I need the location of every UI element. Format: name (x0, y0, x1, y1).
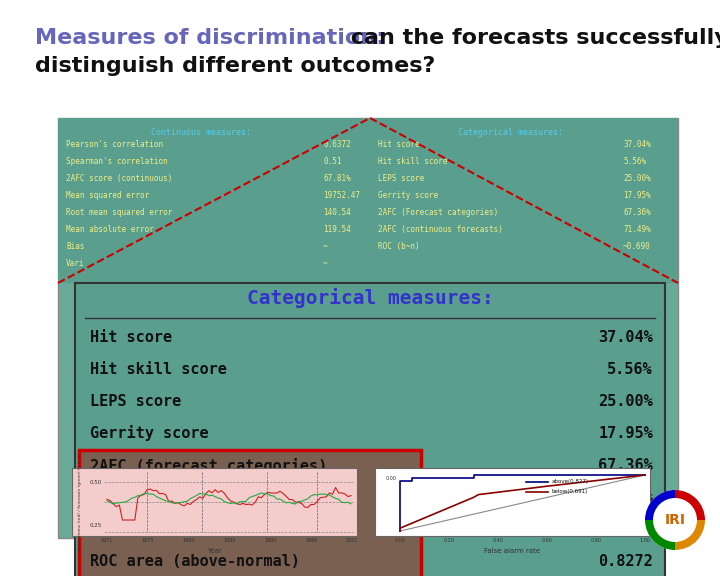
Text: Year: Year (207, 548, 222, 554)
Text: 0.20: 0.20 (444, 538, 454, 543)
Text: LEPS score: LEPS score (90, 394, 181, 409)
Wedge shape (675, 490, 705, 520)
Text: Gerrity score: Gerrity score (378, 191, 438, 200)
Text: 1985: 1985 (223, 538, 235, 543)
Text: 1990: 1990 (264, 538, 276, 543)
Text: 0.50: 0.50 (90, 480, 102, 485)
Bar (79, 449, 421, 576)
Text: ROC (b~n): ROC (b~n) (378, 242, 420, 251)
Text: 1.00: 1.00 (639, 538, 650, 543)
Text: Mean absolute error: Mean absolute error (66, 225, 154, 234)
Text: Vari: Vari (66, 259, 84, 268)
Text: 17.95%: 17.95% (598, 426, 653, 441)
Text: 17.95%: 17.95% (623, 191, 651, 200)
Text: Continuous measures:: Continuous measures: (150, 128, 251, 137)
Text: ROC area (above-normal): ROC area (above-normal) (90, 555, 300, 570)
Text: 0.8272: 0.8272 (598, 555, 653, 570)
Text: Gerrity score: Gerrity score (90, 426, 209, 441)
Text: 2AFC (continuous forecasts): 2AFC (continuous forecasts) (90, 490, 336, 505)
Text: 140.54: 140.54 (323, 208, 351, 217)
Text: Spearman's correlation: Spearman's correlation (66, 157, 168, 166)
Text: Categorical measures:: Categorical measures: (458, 128, 563, 137)
Bar (58, 118, 678, 283)
Text: 0.25: 0.25 (90, 523, 102, 528)
Text: Hit score: Hit score (90, 329, 172, 344)
Text: Pearson's correlation: Pearson's correlation (66, 140, 163, 149)
Text: 19752.47: 19752.47 (323, 191, 360, 200)
Text: IRI: IRI (665, 513, 685, 527)
Text: 5.56%: 5.56% (608, 362, 653, 377)
Text: 67.36%: 67.36% (598, 458, 653, 473)
Text: 119.54: 119.54 (323, 225, 351, 234)
Text: ~: ~ (323, 242, 328, 251)
Text: 0.51: 0.51 (323, 157, 341, 166)
Text: 1975: 1975 (142, 538, 154, 543)
Text: Hit skill score: Hit skill score (90, 362, 227, 377)
Bar (72, 468, 357, 536)
Bar (58, 118, 678, 538)
Text: Hit skill score: Hit skill score (378, 157, 447, 166)
Circle shape (645, 490, 705, 550)
Text: 0.00: 0.00 (386, 476, 397, 481)
Text: Root mean squared error: Root mean squared error (66, 208, 172, 217)
Text: 2AFC score (continuous): 2AFC score (continuous) (66, 174, 172, 183)
Text: Measures of discrimination:: Measures of discrimination: (35, 28, 385, 48)
Text: can the forecasts successfully: can the forecasts successfully (343, 28, 720, 48)
Text: 67.81%: 67.81% (323, 174, 351, 183)
Text: 0.6372: 0.6372 (323, 140, 351, 149)
Text: below(0.691): below(0.691) (552, 490, 588, 495)
Text: 5.56%: 5.56% (623, 157, 646, 166)
Text: 1971: 1971 (101, 538, 113, 543)
Text: observations (red) / forecasts (green) (1 to 1): observations (red) / forecasts (green) (… (78, 453, 82, 551)
Text: distinguish different outcomes?: distinguish different outcomes? (35, 56, 436, 76)
Text: Bias: Bias (66, 242, 84, 251)
Text: 71.49%: 71.49% (623, 225, 651, 234)
Text: 0.60: 0.60 (541, 538, 552, 543)
Text: 25.00%: 25.00% (623, 174, 651, 183)
Bar (75, 283, 665, 576)
Bar (375, 468, 650, 536)
Text: ~: ~ (323, 259, 328, 268)
Text: 1980: 1980 (182, 538, 195, 543)
Text: 0.00: 0.00 (395, 538, 405, 543)
Text: 1995: 1995 (305, 538, 318, 543)
Text: 37.04%: 37.04% (598, 329, 653, 344)
Text: 0.80: 0.80 (590, 538, 601, 543)
Text: 2AFC (continuous forecasts): 2AFC (continuous forecasts) (378, 225, 503, 234)
Text: 71.49%: 71.49% (598, 490, 653, 505)
Wedge shape (645, 490, 675, 520)
Text: 67.36%: 67.36% (623, 208, 651, 217)
Text: 0.6908: 0.6908 (598, 522, 653, 537)
Text: 2001: 2001 (346, 538, 359, 543)
Wedge shape (675, 520, 705, 550)
Text: 25.00%: 25.00% (598, 394, 653, 409)
Text: ROC area (below-normal): ROC area (below-normal) (90, 522, 300, 537)
Text: Hit score: Hit score (378, 140, 420, 149)
Wedge shape (645, 520, 675, 550)
Text: above(0.827): above(0.827) (552, 479, 588, 484)
Text: Categorical measures:: Categorical measures: (247, 288, 493, 308)
Text: ~0.690: ~0.690 (623, 242, 651, 251)
Text: 37.04%: 37.04% (623, 140, 651, 149)
Text: False alarm rate: False alarm rate (485, 548, 541, 554)
Text: LEPS score: LEPS score (378, 174, 424, 183)
Text: 2AFC (forecast categories): 2AFC (forecast categories) (90, 457, 328, 473)
Text: 0.40: 0.40 (492, 538, 503, 543)
Text: 2AFC (Forecast categories): 2AFC (Forecast categories) (378, 208, 498, 217)
Text: Mean squared error: Mean squared error (66, 191, 149, 200)
